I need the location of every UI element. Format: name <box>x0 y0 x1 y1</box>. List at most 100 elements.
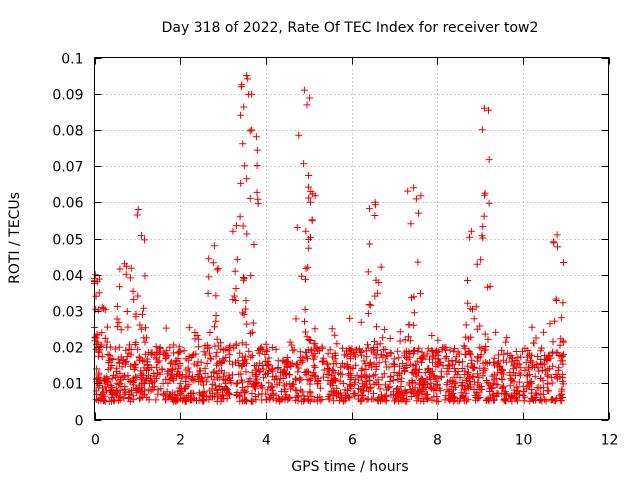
x-tick-label: 10 <box>515 433 533 449</box>
data-point <box>224 389 232 397</box>
data-point <box>398 374 406 382</box>
data-point <box>365 301 373 308</box>
data-point <box>139 310 146 318</box>
data-point <box>193 397 200 405</box>
data-point <box>292 315 300 323</box>
data-point <box>460 386 468 394</box>
data-point <box>441 396 449 404</box>
data-point <box>207 372 215 380</box>
data-point <box>485 199 493 207</box>
data-point <box>410 184 418 192</box>
data-points <box>91 72 567 405</box>
data-point <box>468 364 476 371</box>
y-tick-label: 0.08 <box>52 124 83 140</box>
data-point <box>100 374 108 382</box>
data-point <box>508 376 516 384</box>
data-point <box>531 372 539 380</box>
data-point <box>408 368 416 376</box>
data-point <box>267 384 275 392</box>
data-point <box>480 212 488 220</box>
data-point <box>239 383 247 391</box>
data-point <box>343 351 351 358</box>
data-point <box>412 195 420 203</box>
data-point <box>129 395 137 403</box>
data-point <box>330 387 338 395</box>
data-point <box>247 397 255 405</box>
data-point <box>384 352 392 360</box>
data-point <box>456 374 464 381</box>
data-point <box>451 344 458 352</box>
data-point <box>163 388 171 396</box>
data-point <box>308 216 316 224</box>
data-point <box>237 179 245 187</box>
data-point <box>264 360 272 368</box>
data-point <box>484 395 492 403</box>
data-point <box>302 265 310 273</box>
data-point <box>352 361 360 369</box>
data-point <box>302 348 310 356</box>
data-point <box>238 353 246 361</box>
data-point <box>265 354 273 362</box>
data-point <box>286 338 294 346</box>
data-point <box>289 380 297 388</box>
data-point <box>305 368 312 376</box>
y-tick-labels: 0 0.01 0.02 0.03 0.04 0.05 0.06 0.07 0.08 0.09 0.1 <box>52 52 83 430</box>
data-point <box>331 331 339 339</box>
data-point <box>166 343 174 351</box>
data-point <box>359 380 367 388</box>
data-point <box>305 172 313 179</box>
data-point <box>240 275 248 283</box>
data-point <box>241 352 249 360</box>
data-point <box>360 357 368 365</box>
data-point <box>477 385 485 393</box>
data-point <box>490 396 497 404</box>
data-point <box>155 357 163 365</box>
data-point <box>272 372 280 380</box>
data-point <box>462 321 470 329</box>
data-point <box>241 162 249 170</box>
data-point <box>395 354 403 362</box>
data-point <box>379 334 387 342</box>
data-point <box>528 386 536 394</box>
data-point <box>351 390 359 398</box>
data-point <box>478 345 486 353</box>
data-point <box>492 328 500 336</box>
plot-frame <box>94 57 609 420</box>
data-point <box>152 354 160 362</box>
data-point <box>293 224 301 231</box>
data-point <box>213 335 221 343</box>
data-point <box>194 372 202 380</box>
data-point <box>371 212 379 219</box>
data-point <box>214 374 222 382</box>
data-point <box>369 395 377 403</box>
data-point <box>402 362 410 369</box>
data-point <box>125 388 133 396</box>
data-point <box>501 388 509 396</box>
data-point <box>136 321 144 329</box>
data-point <box>508 358 516 366</box>
data-point <box>109 356 117 363</box>
data-point <box>272 345 280 353</box>
data-point <box>431 373 439 381</box>
data-point <box>132 373 139 381</box>
data-point <box>550 239 558 247</box>
data-point <box>326 380 334 388</box>
data-point <box>409 350 417 358</box>
data-point <box>395 397 403 405</box>
data-point <box>232 341 240 349</box>
data-point <box>465 384 473 392</box>
data-point <box>424 345 432 353</box>
data-point <box>353 372 361 380</box>
data-point <box>115 343 123 351</box>
data-point <box>213 397 221 405</box>
data-point <box>287 363 295 371</box>
data-point <box>428 385 436 393</box>
data-point <box>556 341 564 349</box>
data-point <box>428 346 436 354</box>
data-point <box>114 373 122 381</box>
data-point <box>381 381 389 389</box>
data-point <box>115 381 123 389</box>
data-point <box>220 369 228 377</box>
data-point <box>101 306 109 314</box>
